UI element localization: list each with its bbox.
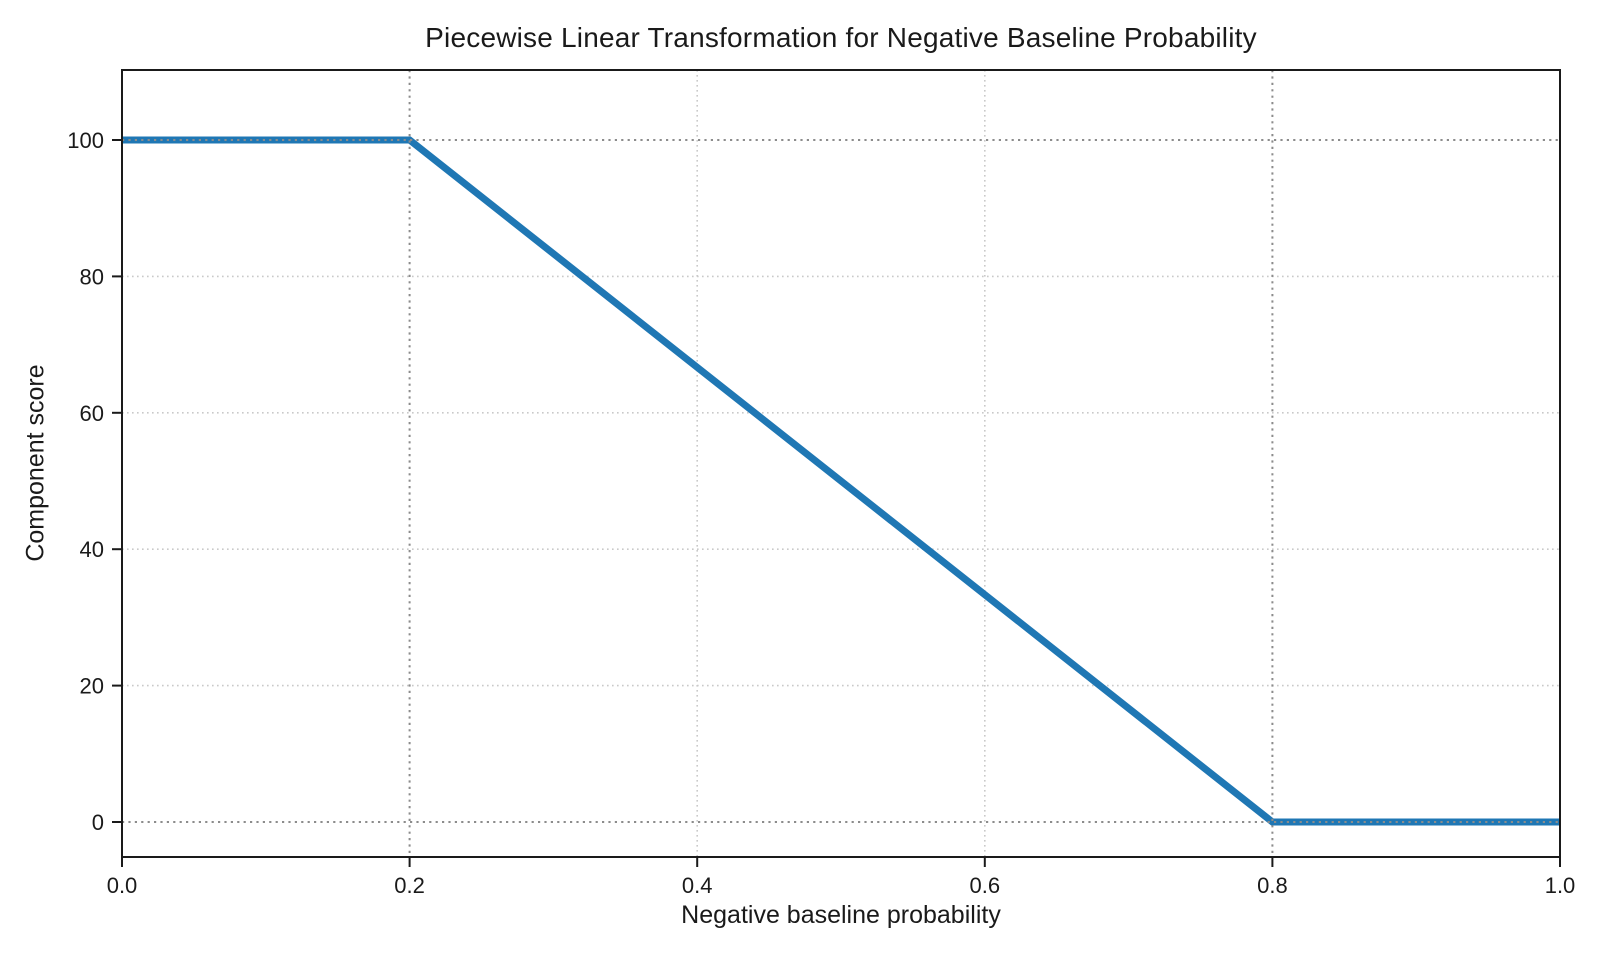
x-tick-label: 0.2 xyxy=(394,873,425,898)
y-tick-label: 80 xyxy=(80,264,104,289)
plot-border xyxy=(121,69,1561,858)
y-tick-label: 60 xyxy=(80,401,104,426)
x-tick-label: 0.6 xyxy=(970,873,1001,898)
data-line xyxy=(122,136,1560,826)
y-tick-label: 20 xyxy=(80,674,104,699)
y-tick-label: 0 xyxy=(92,810,104,835)
x-tick-label: 0.4 xyxy=(682,873,713,898)
y-tick-label: 40 xyxy=(80,537,104,562)
x-axis-label: Negative baseline probability xyxy=(681,901,1001,929)
x-tick-label: 1.0 xyxy=(1545,873,1576,898)
y-axis-label: Component score xyxy=(21,364,50,562)
y-tick-label: 100 xyxy=(67,128,104,153)
x-tick-label: 0.0 xyxy=(107,873,138,898)
x-tick-label: 0.8 xyxy=(1257,873,1288,898)
chart-title: Piecewise Linear Transformation for Nega… xyxy=(425,22,1257,53)
